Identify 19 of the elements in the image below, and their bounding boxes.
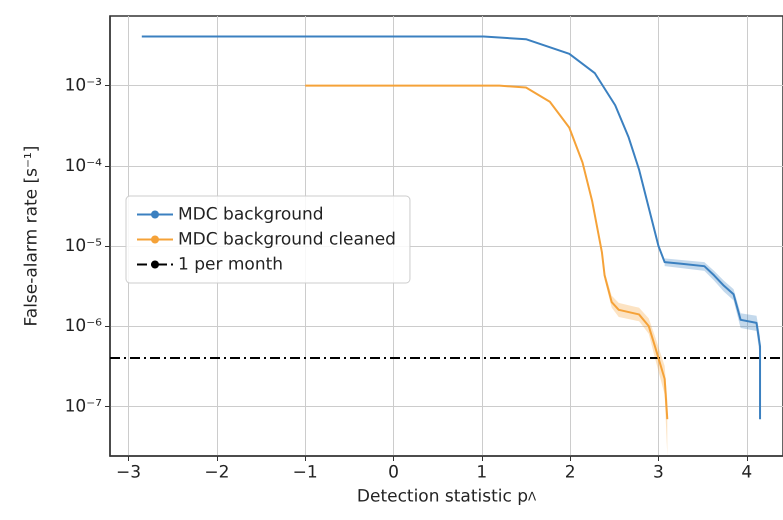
y-tick-label: 10⁻⁴ xyxy=(64,156,102,176)
x-tick-label: 3 xyxy=(653,462,664,482)
x-tick-label: 4 xyxy=(741,462,752,482)
legend-label: MDC background xyxy=(178,204,324,224)
x-tick-label: −1 xyxy=(292,462,318,482)
legend-label: 1 per month xyxy=(178,254,284,274)
x-tick-label: 2 xyxy=(564,462,576,482)
x-tick-label: −3 xyxy=(116,462,142,482)
y-tick-label: 10⁻⁵ xyxy=(64,236,102,256)
y-axis-title: False-alarm rate [s⁻¹] xyxy=(22,146,42,326)
y-tick-label: 10⁻⁶ xyxy=(64,316,102,336)
y-tick-label: 10⁻³ xyxy=(64,76,102,96)
x-axis-title: Detection statistic pΛ xyxy=(356,486,537,506)
x-tick-label: 0 xyxy=(388,462,399,482)
line-series xyxy=(140,36,762,420)
x-tick-label: −2 xyxy=(204,462,230,482)
legend-label: MDC background cleaned xyxy=(178,230,396,250)
y-tick-label: 10⁻⁷ xyxy=(64,396,102,416)
x-tick-label: 1 xyxy=(476,462,488,482)
